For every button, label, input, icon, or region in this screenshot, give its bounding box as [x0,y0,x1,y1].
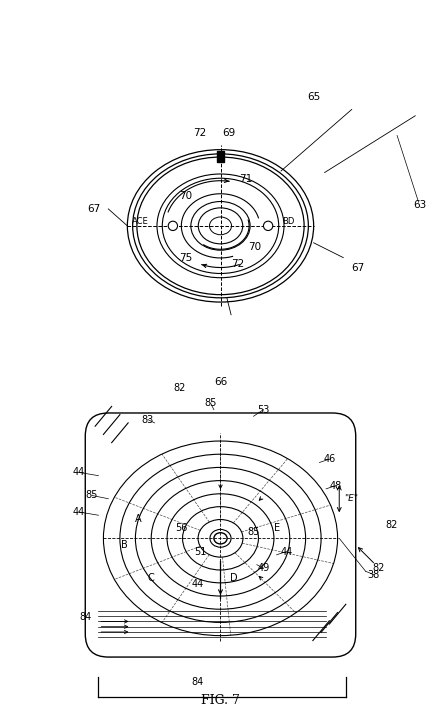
Text: D: D [230,573,238,583]
Text: 63: 63 [413,200,426,210]
Text: 70: 70 [248,242,261,252]
Text: 53: 53 [257,404,269,414]
Text: 83: 83 [142,414,154,424]
Text: 69: 69 [222,128,235,138]
Text: C: C [148,573,155,583]
Text: 84: 84 [191,677,204,687]
Text: 65: 65 [307,92,320,103]
Text: 85: 85 [205,398,217,408]
Circle shape [263,222,273,230]
Text: A: A [135,513,142,523]
Text: 82: 82 [373,563,385,573]
Text: 44: 44 [280,546,292,556]
Bar [217,151,224,162]
Text: E: E [273,523,280,533]
Text: 82: 82 [386,520,398,530]
Text: ACE: ACE [132,217,149,226]
Text: 44: 44 [73,507,85,517]
Text: 66: 66 [214,377,227,387]
Text: B: B [121,540,128,550]
Text: 70: 70 [179,191,192,201]
Text: BD: BD [282,217,295,226]
Text: 48: 48 [330,480,342,490]
Text: 71: 71 [239,174,253,184]
Text: 51: 51 [194,546,207,556]
Text: 72: 72 [231,259,244,269]
Text: 44: 44 [73,467,85,478]
Text: 72: 72 [193,128,206,138]
Text: 75: 75 [179,252,192,262]
Text: 46: 46 [323,454,336,464]
Text: FIG. 7: FIG. 7 [201,693,240,706]
Text: 84: 84 [79,612,91,622]
Text: 44: 44 [191,579,204,589]
Text: 85: 85 [247,527,260,537]
Text: 38: 38 [368,569,380,579]
Text: 85: 85 [86,490,98,500]
Text: 56: 56 [175,523,187,533]
Text: "E": "E" [344,494,358,503]
Text: 49: 49 [257,563,269,573]
Text: 67: 67 [87,204,100,214]
Circle shape [168,222,178,230]
Text: 67: 67 [351,263,365,273]
Text: 82: 82 [173,384,186,393]
